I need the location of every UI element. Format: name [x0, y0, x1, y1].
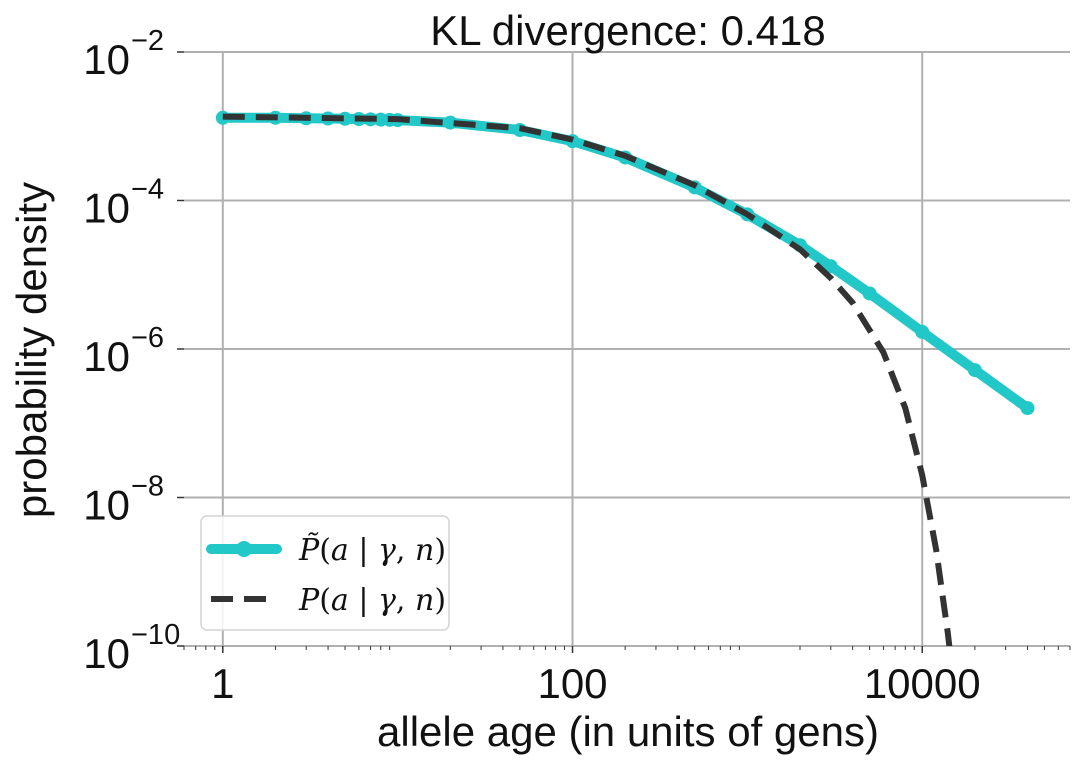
y-tick-label: 10 −10: [83, 619, 180, 677]
series-point-ptilde: [915, 324, 930, 339]
legend-label-part: ): [434, 533, 446, 568]
grid: [184, 51, 1070, 647]
legend-label-part: ,: [396, 583, 415, 618]
legend-label-part: n: [415, 533, 434, 568]
series-point-ptilde: [1020, 401, 1035, 416]
y-tick-label-exponent: −8: [131, 471, 164, 503]
y-tick-label-exponent: −6: [131, 322, 164, 354]
legend-label-part: γ: [378, 533, 396, 568]
y-tick-label-exponent: −2: [131, 25, 164, 57]
y-tick-label-exponent: −4: [131, 174, 164, 206]
y-tick-label-base: 10: [83, 36, 130, 83]
legend-label-part: n: [415, 583, 434, 618]
x-axis-label: allele age (in units of gens): [377, 708, 879, 755]
x-tick-label: 1: [211, 660, 234, 707]
x-tick-label: 10000: [864, 660, 981, 707]
legend-label-part: |: [349, 533, 378, 568]
legend-label: P̃(a | γ, n): [298, 533, 446, 568]
x-tick-label: 100: [537, 660, 607, 707]
y-axis-label: probability density: [8, 182, 55, 518]
y-tick-label-base: 10: [83, 333, 130, 380]
legend-label-part: ,: [396, 533, 415, 568]
legend-label-part: ): [434, 583, 446, 618]
legend-label-part: a: [331, 583, 349, 618]
legend: P̃(a | γ, n)P(a | γ, n): [200, 515, 450, 631]
y-tick-label-exponent: −10: [131, 619, 180, 651]
series-group: [215, 110, 1035, 646]
chart-title: KL divergence: 0.418: [430, 7, 825, 54]
legend-item: P(a | γ, n): [211, 583, 446, 618]
legend-label-part: P: [298, 583, 320, 618]
y-tick-label: 10 −4: [83, 174, 164, 232]
legend-label-part: a: [331, 533, 349, 568]
legend-label-part: P̃: [298, 533, 320, 568]
y-tick-label: 10 −2: [83, 25, 164, 83]
y-tick-label: 10 −8: [83, 471, 164, 529]
series-line-p: [222, 113, 953, 646]
series-point-ptilde: [823, 259, 838, 274]
y-tick-label-base: 10: [83, 185, 130, 232]
series-point-ptilde: [967, 363, 982, 378]
legend-marker: [236, 541, 252, 557]
y-tick-label: 10 −6: [83, 322, 164, 380]
series-point-ptilde: [862, 286, 877, 301]
legend-label-part: (: [319, 583, 331, 618]
legend-label-part: γ: [378, 583, 396, 618]
legend-item: P̃(a | γ, n): [206, 533, 446, 568]
y-tick-label-base: 10: [83, 630, 130, 677]
legend-label-part: |: [349, 583, 378, 618]
y-tick-label-base: 10: [83, 482, 130, 529]
legend-label: P(a | γ, n): [298, 583, 446, 618]
plot-area: [215, 110, 1035, 646]
legend-label-part: (: [319, 533, 331, 568]
